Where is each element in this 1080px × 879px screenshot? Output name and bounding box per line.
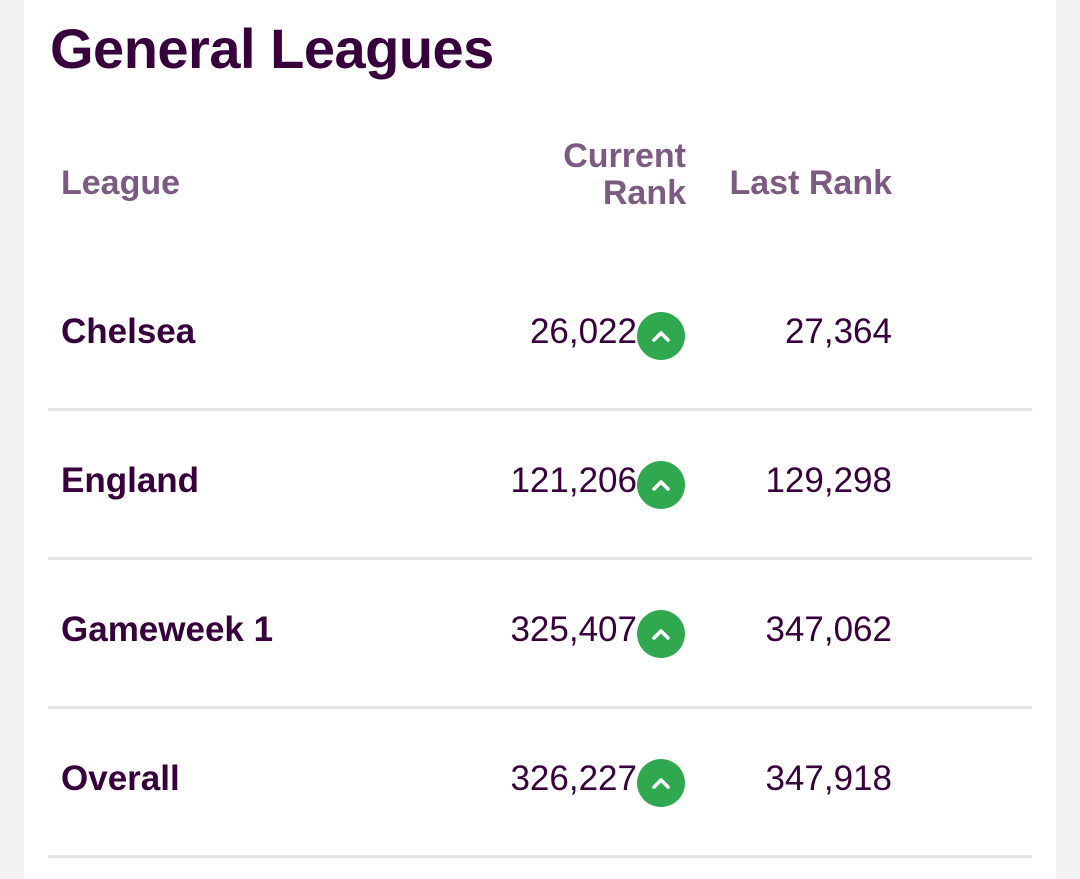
current-rank: 326,227 [510, 759, 637, 798]
page-title: General Leagues [50, 17, 494, 80]
league-name[interactable]: England [61, 461, 200, 500]
table-row[interactable]: Chelsea 26,022 27,364 [48, 260, 1032, 411]
league-name[interactable]: Chelsea [61, 312, 196, 351]
column-header-current-rank: Current Rank [563, 137, 686, 212]
table-row[interactable]: Overall 326,227 347,918 [48, 707, 1032, 858]
rank-up-badge [637, 312, 685, 360]
general-leagues-card: General Leagues League Current Rank Last… [24, 0, 1056, 879]
rank-up-badge [637, 759, 685, 807]
last-rank: 129,298 [765, 461, 892, 500]
last-rank: 347,918 [765, 759, 892, 798]
current-rank: 26,022 [529, 312, 637, 351]
column-header-league: League [61, 164, 181, 202]
chevron-up-icon [652, 629, 670, 640]
current-rank: 121,206 [510, 461, 637, 500]
league-name[interactable]: Overall [61, 759, 180, 798]
rank-up-badge [637, 461, 685, 509]
table-row[interactable]: England 121,206 129,298 [48, 409, 1032, 560]
rank-up-badge [637, 610, 685, 658]
column-header-last-rank: Last Rank [729, 164, 893, 202]
current-rank: 325,407 [510, 610, 637, 649]
chevron-up-icon [652, 778, 670, 789]
chevron-up-icon [652, 480, 670, 491]
league-name[interactable]: Gameweek 1 [61, 610, 274, 649]
table-header: League Current Rank Last Rank [24, 128, 1056, 238]
chevron-up-icon [652, 331, 670, 342]
table-row[interactable]: Gameweek 1 325,407 347,062 [48, 558, 1032, 709]
last-rank: 347,062 [765, 610, 892, 649]
last-rank: 27,364 [784, 312, 892, 351]
